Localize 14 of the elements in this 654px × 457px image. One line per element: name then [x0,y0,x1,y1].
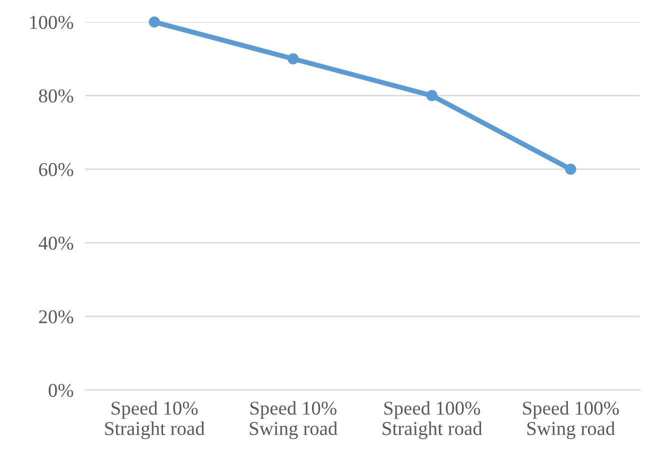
y-tick-label: 100% [30,16,74,29]
x-tick-label: Speed 10% Straight road [105,401,205,440]
y-tick-label: 40% [38,236,74,250]
point [288,53,299,64]
point [565,164,576,175]
x-tick-label: Speed 100% Straight road [382,401,482,440]
point [426,90,438,102]
y-tick-label: 0% [48,384,74,397]
y-tick-label: 60% [39,163,74,176]
point [148,16,160,28]
x-tick-label: Speed 100% Swing road [523,401,619,440]
x-tick-label: Speed 10% Swing road [250,401,338,440]
y-tick-label: 80% [38,89,74,103]
y-tick-label: 20% [39,310,74,324]
